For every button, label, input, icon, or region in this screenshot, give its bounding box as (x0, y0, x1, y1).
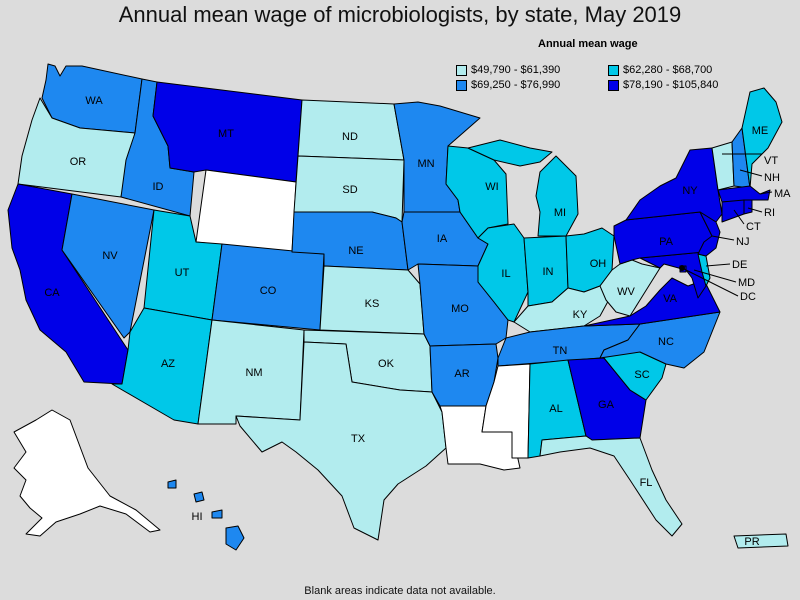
label-GA: GA (598, 399, 615, 411)
label-MA: MA (774, 188, 791, 200)
label-OH: OH (590, 258, 607, 270)
label-NY: NY (682, 185, 698, 197)
label-ME: ME (752, 125, 769, 137)
label-WA: WA (85, 95, 103, 107)
label-MN: MN (417, 158, 434, 170)
label-NE: NE (348, 245, 363, 257)
label-WV: WV (617, 286, 635, 298)
legend-swatch-bin3 (456, 79, 467, 91)
legend-swatch-bin2 (608, 64, 619, 76)
state-HI-oahu[interactable] (193, 491, 205, 503)
legend-item-bin2: $62,280 - $68,700 (608, 64, 712, 76)
state-HI-big-island[interactable] (225, 525, 245, 551)
label-WI: WI (485, 181, 498, 193)
label-NV: NV (102, 250, 118, 262)
legend-swatch-bin1 (456, 64, 467, 76)
label-CO: CO (260, 285, 277, 297)
legend-label-bin2: $62,280 - $68,700 (623, 64, 713, 76)
label-MI: MI (554, 207, 566, 219)
label-SD: SD (342, 184, 357, 196)
label-UT: UT (175, 267, 190, 279)
label-CT: CT (746, 221, 761, 233)
legend-item-bin1: $49,790 - $61,390 (456, 64, 560, 76)
label-NH: NH (764, 172, 780, 184)
state-HI-kauai[interactable] (167, 479, 177, 489)
state-WY[interactable] (195, 169, 297, 253)
label-NJ: NJ (736, 236, 749, 248)
label-VT: VT (764, 155, 778, 167)
state-FL[interactable] (539, 435, 683, 537)
label-TX: TX (351, 433, 366, 445)
state-IL[interactable] (477, 223, 529, 323)
legend-item-bin3: $69,250 - $76,990 (456, 79, 560, 91)
label-AL: AL (549, 403, 562, 415)
legend-title: Annual mean wage (538, 38, 638, 50)
legend-label-bin4: $78,190 - $105,840 (623, 79, 719, 91)
label-DE: DE (732, 259, 747, 271)
legend-item-bin4: $78,190 - $105,840 (608, 79, 718, 91)
label-AZ: AZ (161, 358, 175, 370)
label-AR: AR (454, 368, 469, 380)
state-TX[interactable] (235, 341, 447, 541)
label-KY: KY (573, 309, 588, 321)
state-HI-group[interactable] (167, 479, 245, 551)
label-ND: ND (342, 131, 358, 143)
state-NC[interactable] (599, 311, 721, 369)
state-VA[interactable] (583, 277, 721, 327)
state-ME[interactable] (741, 87, 783, 189)
label-IL: IL (501, 268, 510, 280)
label-HI: HI (192, 511, 203, 523)
legend-label-bin3: $69,250 - $76,990 (471, 79, 561, 91)
label-MD: MD (738, 277, 755, 289)
state-WV[interactable] (599, 259, 661, 317)
leader-lines (681, 153, 773, 297)
label-OR: OR (70, 156, 87, 168)
label-ID: ID (153, 181, 164, 193)
legend-swatch-bin4 (608, 79, 619, 91)
state-MI-upper[interactable] (467, 139, 553, 167)
state-AK[interactable] (13, 409, 161, 537)
state-PR[interactable] (733, 533, 789, 549)
label-MT: MT (218, 128, 234, 140)
label-PR: PR (744, 536, 759, 548)
label-DC: DC (740, 291, 756, 303)
label-CA: CA (44, 287, 60, 299)
label-KS: KS (365, 298, 380, 310)
map-title: Annual mean wage of microbiologists, by … (118, 2, 682, 27)
state-ND[interactable] (297, 99, 405, 161)
label-PA: PA (659, 236, 674, 248)
label-NM: NM (245, 367, 262, 379)
state-NJ[interactable] (697, 211, 721, 257)
state-NV[interactable] (61, 193, 155, 339)
state-NY[interactable] (625, 147, 723, 223)
label-OK: OK (378, 358, 395, 370)
label-TN: TN (553, 345, 568, 357)
label-VA: VA (663, 293, 678, 305)
state-HI-maui[interactable] (211, 509, 223, 519)
label-MO: MO (451, 303, 469, 315)
label-IA: IA (437, 233, 448, 245)
label-IN: IN (543, 266, 554, 278)
label-SC: SC (634, 369, 649, 381)
label-FL: FL (640, 477, 653, 489)
state-MI[interactable] (535, 155, 579, 237)
legend-label-bin1: $49,790 - $61,390 (471, 64, 561, 76)
state-labels: WA OR CA ID NV MT UT AZ CO NM ND SD NE K… (44, 95, 791, 548)
label-RI: RI (764, 207, 775, 219)
label-NC: NC (658, 336, 674, 348)
state-RI[interactable] (743, 199, 753, 215)
footnote: Blank areas indicate data not available. (304, 585, 496, 597)
